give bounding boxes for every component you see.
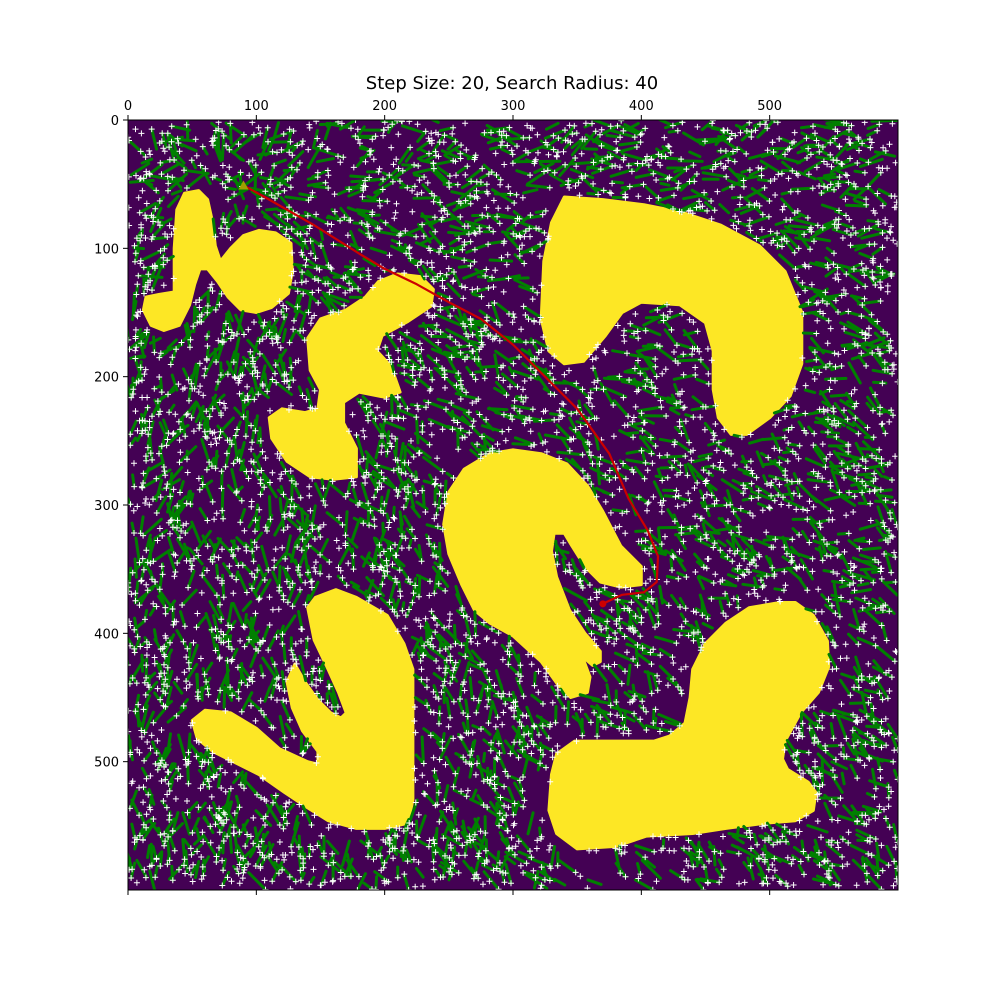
sample-markers bbox=[128, 120, 898, 890]
chart-title: Step Size: 20, Search Radius: 40 bbox=[366, 73, 658, 94]
start-marker bbox=[238, 180, 249, 190]
y-tick-label: 200 bbox=[94, 371, 119, 386]
x-tick-label: 0 bbox=[124, 99, 132, 114]
y-axis: 0 100 200 300 400 500 bbox=[94, 114, 128, 771]
obstacle-layer bbox=[141, 189, 831, 851]
y-tick-label: 100 bbox=[94, 242, 119, 257]
x-tick-label: 200 bbox=[372, 99, 397, 114]
y-tick-label: 400 bbox=[94, 627, 119, 642]
x-tick-label: 300 bbox=[501, 99, 526, 114]
sample-layer bbox=[128, 120, 898, 890]
obstacle-4 bbox=[442, 448, 643, 699]
x-tick-label: 100 bbox=[244, 99, 269, 114]
y-tick-label: 300 bbox=[94, 499, 119, 514]
planned-path bbox=[242, 184, 660, 605]
plot-area bbox=[128, 120, 898, 890]
x-tick-label: 400 bbox=[629, 99, 654, 114]
goal-marker bbox=[599, 600, 607, 608]
x-axis: 0 100 200 300 400 500 bbox=[124, 99, 782, 120]
x-axis-bottom bbox=[127, 890, 771, 895]
y-tick-label: 500 bbox=[94, 756, 119, 771]
path-layer bbox=[238, 180, 660, 608]
x-tick-label: 500 bbox=[757, 99, 782, 114]
y-tick-label: 0 bbox=[111, 114, 119, 129]
